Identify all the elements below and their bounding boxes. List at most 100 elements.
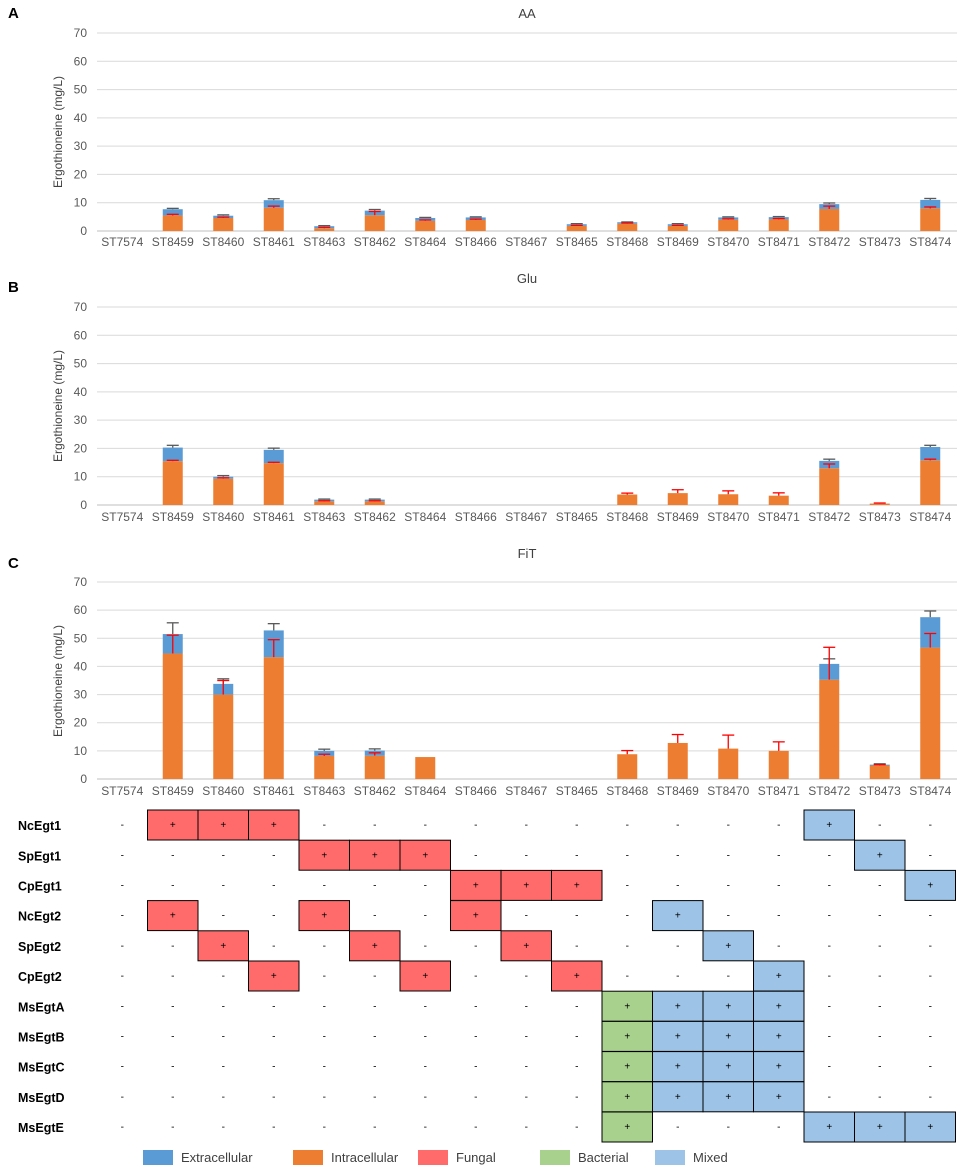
gene-present-mark: + — [877, 1122, 883, 1133]
gene-present-mark: + — [826, 820, 832, 831]
gene-present-cell-mixed — [753, 1081, 805, 1113]
gene-absent-mark: - — [575, 1062, 578, 1073]
gene-absent-mark: - — [878, 1001, 881, 1012]
gene-absent-mark: - — [929, 971, 932, 982]
x-tick-label: ST8473 — [859, 784, 901, 798]
legend-swatch-bacterial — [540, 1150, 570, 1165]
gene-present-mark: + — [473, 881, 479, 892]
bar-intracellular — [364, 215, 385, 231]
gene-absent-mark: - — [222, 1001, 225, 1012]
gene-absent-mark: - — [525, 850, 528, 861]
y-tick-label: 20 — [74, 167, 88, 181]
gene-absent-mark: - — [626, 941, 629, 952]
bar-intracellular — [869, 765, 890, 779]
gene-present-mark: + — [725, 1001, 731, 1012]
gene-present-cell-bacterial — [601, 990, 653, 1022]
legend-label-mixed: Mixed — [693, 1150, 728, 1165]
gene-present-mark: + — [220, 941, 226, 952]
gene-present-cell-fungal — [551, 960, 603, 992]
bar-intracellular — [920, 460, 941, 505]
y-tick-label: 40 — [74, 659, 88, 673]
gene-absent-mark: - — [323, 820, 326, 831]
gene-absent-mark: - — [828, 1092, 831, 1103]
gene-absent-mark: - — [929, 1062, 932, 1073]
gene-label: MsEgtB — [18, 1031, 65, 1045]
x-tick-label: ST8463 — [303, 510, 345, 524]
bar-intracellular — [314, 501, 335, 505]
legend-swatch-extracellular — [143, 1150, 173, 1165]
x-tick-label: ST8472 — [808, 510, 850, 524]
gene-absent-mark: - — [777, 850, 780, 861]
gene-absent-mark: - — [323, 1001, 326, 1012]
gene-absent-mark: - — [272, 1092, 275, 1103]
bar-intracellular — [617, 754, 638, 779]
gene-absent-mark: - — [575, 1001, 578, 1012]
gene-absent-mark: - — [373, 1032, 376, 1043]
gene-present-mark: + — [776, 1032, 782, 1043]
gene-present-cell-fungal — [399, 839, 451, 871]
y-axis-label: Ergothioneine (mg/L) — [51, 76, 65, 188]
gene-absent-mark: - — [878, 881, 881, 892]
gene-absent-mark: - — [272, 1122, 275, 1133]
x-tick-label: ST8473 — [859, 510, 901, 524]
gene-absent-mark: - — [323, 1062, 326, 1073]
legend-swatch-fungal — [418, 1150, 448, 1165]
gene-absent-mark: - — [373, 911, 376, 922]
x-tick-label: ST8467 — [505, 235, 547, 249]
gene-absent-mark: - — [171, 1122, 174, 1133]
gene-present-mark: + — [473, 911, 479, 922]
gene-absent-mark: - — [828, 850, 831, 861]
gene-absent-mark: - — [676, 881, 679, 892]
gene-absent-mark: - — [929, 1092, 932, 1103]
bar-extracellular — [314, 750, 335, 756]
gene-absent-mark: - — [222, 850, 225, 861]
legend-label-fungal: Fungal — [456, 1150, 496, 1165]
gene-absent-mark: - — [222, 1062, 225, 1073]
bar-extracellular — [920, 447, 941, 461]
gene-present-mark: + — [624, 1032, 630, 1043]
gene-absent-mark: - — [676, 971, 679, 982]
y-tick-label: 50 — [74, 631, 88, 645]
gene-absent-mark: - — [272, 1032, 275, 1043]
gene-present-cell-fungal — [450, 900, 502, 932]
y-tick-label: 60 — [74, 328, 88, 342]
bar-extracellular — [920, 617, 941, 648]
gene-absent-mark: - — [474, 1032, 477, 1043]
bar-intracellular — [213, 478, 234, 505]
gene-present-mark: + — [321, 911, 327, 922]
gene-absent-mark: - — [272, 941, 275, 952]
x-tick-label: ST8461 — [253, 784, 295, 798]
x-tick-label: ST8468 — [606, 784, 648, 798]
x-tick-label: ST8474 — [909, 510, 951, 524]
gene-absent-mark: - — [424, 1032, 427, 1043]
x-tick-label: ST8469 — [657, 510, 699, 524]
y-tick-label: 70 — [74, 575, 88, 589]
gene-present-mark: + — [422, 971, 428, 982]
gene-absent-mark: - — [525, 1001, 528, 1012]
x-tick-label: ST8472 — [808, 784, 850, 798]
bar-extracellular — [263, 200, 284, 208]
x-tick-label: ST8474 — [909, 784, 951, 798]
gene-present-cell-mixed — [702, 1081, 754, 1113]
gene-present-mark: + — [574, 881, 580, 892]
bar-intracellular — [819, 679, 840, 779]
gene-absent-mark: - — [424, 1092, 427, 1103]
gene-present-mark: + — [826, 1122, 832, 1133]
gene-present-mark: + — [675, 1032, 681, 1043]
bar-intracellular — [819, 468, 840, 505]
gene-absent-mark: - — [525, 820, 528, 831]
gene-present-mark: + — [422, 850, 428, 861]
bar-extracellular — [263, 449, 284, 464]
x-tick-label: ST8464 — [404, 784, 446, 798]
gene-absent-mark: - — [222, 1092, 225, 1103]
gene-present-mark: + — [927, 1122, 933, 1133]
y-axis-label: Ergothioneine (mg/L) — [51, 625, 65, 737]
gene-absent-mark: - — [575, 850, 578, 861]
gene-absent-mark: - — [424, 941, 427, 952]
gene-absent-mark: - — [525, 1092, 528, 1103]
gene-absent-mark: - — [676, 1122, 679, 1133]
bar-intracellular — [263, 657, 284, 779]
bar-intracellular — [667, 742, 688, 779]
y-tick-label: 30 — [74, 688, 88, 702]
